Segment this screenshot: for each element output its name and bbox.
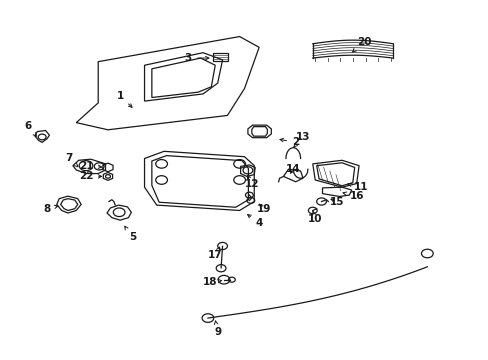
Text: 16: 16 [343,191,363,201]
Text: 11: 11 [347,182,368,192]
Text: 7: 7 [65,153,78,167]
Text: 4: 4 [247,215,262,228]
Text: 21: 21 [79,161,102,171]
Text: 2: 2 [280,138,299,147]
Text: 12: 12 [244,175,259,189]
Text: 3: 3 [184,53,208,63]
Text: 15: 15 [329,197,344,207]
Text: 18: 18 [203,277,221,287]
Text: 13: 13 [293,132,309,147]
Text: 19: 19 [256,204,271,214]
Text: 17: 17 [207,247,222,260]
Text: 5: 5 [124,226,136,242]
Text: 8: 8 [43,204,58,214]
Text: 9: 9 [214,321,221,337]
Bar [212,53,228,61]
Text: 22: 22 [79,171,102,181]
Text: 6: 6 [24,121,37,136]
Text: 14: 14 [285,164,300,174]
Text: 10: 10 [307,211,322,224]
Text: 20: 20 [352,37,370,52]
Text: 1: 1 [116,91,132,107]
